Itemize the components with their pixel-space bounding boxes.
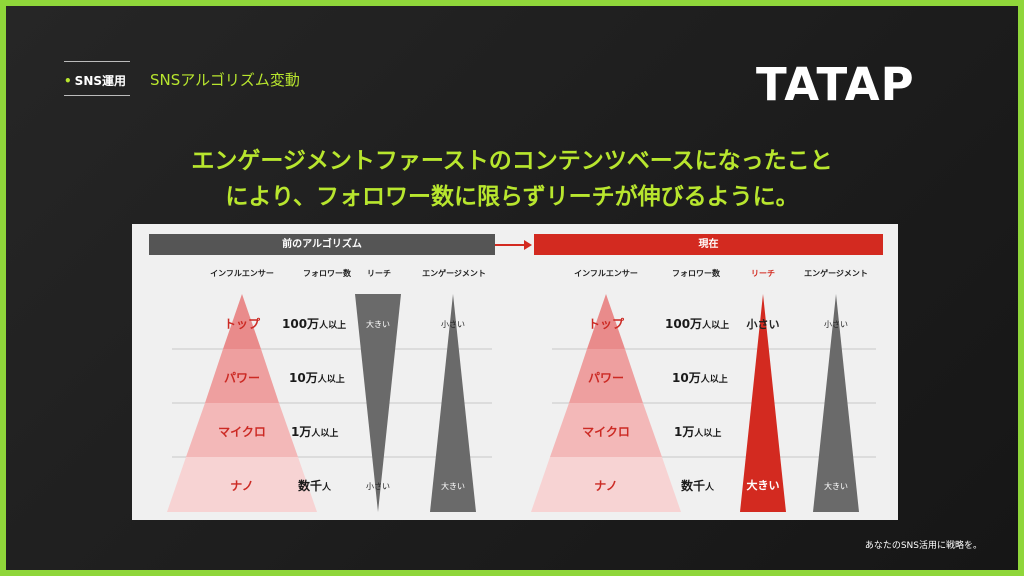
follower-count: 10万人以上 bbox=[672, 369, 728, 386]
follower-count-unit: 人 bbox=[322, 483, 332, 493]
engagement-shape-current bbox=[813, 294, 859, 512]
pyramid-tier-nano bbox=[167, 457, 317, 512]
pyramid-tier-nano bbox=[531, 457, 681, 512]
follower-count-value: 1万 bbox=[291, 425, 312, 439]
brand-logo: TATAP bbox=[756, 58, 915, 111]
follower-count-unit: 人以上 bbox=[694, 429, 722, 439]
follower-count-unit: 人以上 bbox=[317, 375, 345, 385]
reach-top-label: 大きい bbox=[366, 320, 390, 329]
col-influencer: インフルエンサー bbox=[210, 269, 274, 278]
engagement-bottom-label: 大きい bbox=[824, 482, 848, 491]
col-reach: リーチ bbox=[751, 269, 775, 278]
category-tag-label: SNS運用 bbox=[74, 74, 127, 88]
follower-count: 10万人以上 bbox=[289, 369, 345, 386]
follower-count-unit: 人 bbox=[705, 483, 715, 493]
level-name: パワー bbox=[587, 371, 624, 385]
follower-count: 数千人 bbox=[298, 477, 331, 494]
follower-count-value: 数千 bbox=[681, 479, 706, 493]
pyramid-tier-micro bbox=[186, 403, 298, 457]
reach-shape-before bbox=[355, 294, 401, 512]
level-name: トップ bbox=[587, 317, 624, 331]
level-name: トップ bbox=[223, 317, 260, 331]
engagement-bottom-label: 大きい bbox=[441, 482, 465, 491]
diagram-graphics bbox=[167, 240, 876, 512]
section-title: SNSアルゴリズム変動 bbox=[150, 71, 300, 89]
follower-count: 100万人以上 bbox=[282, 315, 346, 332]
level-name: パワー bbox=[223, 371, 260, 385]
slide: • SNS運用 SNSアルゴリズム変動 TATAP エンゲージメントファーストのコ… bbox=[6, 6, 1018, 570]
col-followers: フォロワー数 bbox=[672, 269, 720, 278]
follower-count-value: 10万 bbox=[672, 371, 701, 385]
follower-count-unit: 人以上 bbox=[319, 321, 347, 331]
headline-line-2: により、フォロワー数に限らずリーチが伸びるように。 bbox=[225, 184, 799, 210]
follower-count: 数千人 bbox=[681, 477, 714, 494]
pyramid-tier-top bbox=[587, 294, 625, 349]
follower-count-value: 10万 bbox=[289, 371, 318, 385]
level-name: マイクロ bbox=[218, 425, 266, 439]
follower-count-value: 100万 bbox=[282, 317, 320, 331]
follower-count-unit: 人以上 bbox=[702, 321, 730, 331]
reach-top-label: 小さい bbox=[746, 318, 780, 331]
tag-bottom-rule bbox=[64, 95, 130, 96]
col-reach: リーチ bbox=[367, 269, 391, 278]
follower-count-unit: 人以上 bbox=[311, 429, 339, 439]
engagement-shape-before bbox=[430, 294, 476, 512]
col-influencer: インフルエンサー bbox=[574, 269, 638, 278]
level-name: ナノ bbox=[230, 479, 254, 493]
comparison-panel: 前のアルゴリズム 現在 インフルエンサー フォロワー数 リーチ エンゲージメント… bbox=[132, 224, 898, 520]
follower-count: 100万人以上 bbox=[665, 315, 729, 332]
current-algorithm-header: 現在 bbox=[534, 234, 883, 255]
headline-line-1: エンゲージメントファーストのコンテンツベースになったこと bbox=[191, 148, 833, 174]
follower-count-value: 100万 bbox=[665, 317, 703, 331]
engagement-top-label: 小さい bbox=[441, 320, 465, 329]
level-name: ナノ bbox=[594, 479, 618, 493]
footer-tagline: あなたのSNS活用に戦略を。 bbox=[864, 541, 982, 551]
pyramid-tier-power bbox=[569, 349, 643, 403]
pyramid-tier-power bbox=[205, 349, 279, 403]
reach-bottom-label: 小さい bbox=[366, 482, 390, 491]
engagement-top-label: 小さい bbox=[824, 320, 848, 329]
reach-shape-current bbox=[740, 294, 786, 512]
col-engagement: エンゲージメント bbox=[422, 269, 486, 278]
follower-count-value: 1万 bbox=[674, 425, 695, 439]
follower-count: 1万人以上 bbox=[291, 423, 338, 440]
tag-top-rule bbox=[64, 61, 130, 62]
follower-count-value: 数千 bbox=[298, 479, 323, 493]
pyramid-tier-micro bbox=[550, 403, 662, 457]
category-tag: • SNS運用 bbox=[64, 72, 126, 89]
col-engagement: エンゲージメント bbox=[804, 269, 868, 278]
before-algorithm-header: 前のアルゴリズム bbox=[149, 234, 495, 255]
follower-count: 1万人以上 bbox=[674, 423, 721, 440]
pyramid-tier-top bbox=[223, 294, 261, 349]
bullet-icon: • bbox=[64, 74, 72, 88]
arrow-head-icon bbox=[524, 240, 532, 250]
level-name: マイクロ bbox=[582, 425, 630, 439]
col-followers: フォロワー数 bbox=[303, 269, 351, 278]
follower-count-unit: 人以上 bbox=[700, 375, 728, 385]
reach-bottom-label: 大きい bbox=[746, 479, 780, 492]
